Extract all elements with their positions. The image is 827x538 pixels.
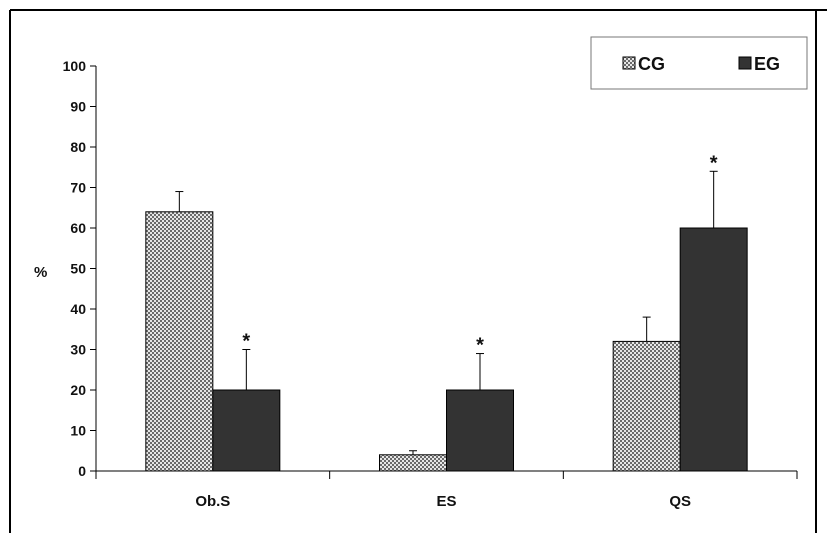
bar-cg xyxy=(612,340,681,472)
significance-marker: * xyxy=(476,335,484,357)
y-tick-label: 40 xyxy=(70,301,86,317)
y-tick-label: 80 xyxy=(70,139,86,155)
significance-marker: * xyxy=(710,152,718,174)
y-tick-label: 90 xyxy=(70,99,86,115)
y-tick-label: 60 xyxy=(70,220,86,236)
legend-swatch-eg xyxy=(738,56,752,70)
bar-eg xyxy=(679,227,748,472)
y-axis-label: % xyxy=(34,264,47,281)
y-ticks: 0 10 20 30 40 50 60 70 80 90 100 xyxy=(63,58,96,479)
legend-label-eg: EG xyxy=(754,54,780,74)
x-tick-label: ES xyxy=(436,493,456,510)
legend-swatch-cg xyxy=(622,56,636,70)
bar-cg xyxy=(379,454,447,472)
y-tick-label: 0 xyxy=(78,463,86,479)
x-tick-label: QS xyxy=(669,493,691,510)
x-ticks: Ob.S ES QS xyxy=(95,471,798,510)
bar-eg xyxy=(212,389,281,472)
legend: CG EG xyxy=(590,36,808,90)
bars: * * * xyxy=(145,152,748,472)
y-tick-label: 20 xyxy=(70,382,86,398)
y-tick-label: 50 xyxy=(70,261,86,277)
y-tick-label: 100 xyxy=(63,58,87,74)
legend-label-cg: CG xyxy=(638,54,665,74)
x-tick-label: Ob.S xyxy=(195,493,230,510)
y-tick-label: 10 xyxy=(70,423,86,439)
bar-cg xyxy=(145,211,214,472)
bar-eg xyxy=(446,389,514,472)
significance-marker: * xyxy=(242,331,250,353)
y-tick-label: 30 xyxy=(70,342,86,358)
y-tick-label: 70 xyxy=(70,180,86,196)
